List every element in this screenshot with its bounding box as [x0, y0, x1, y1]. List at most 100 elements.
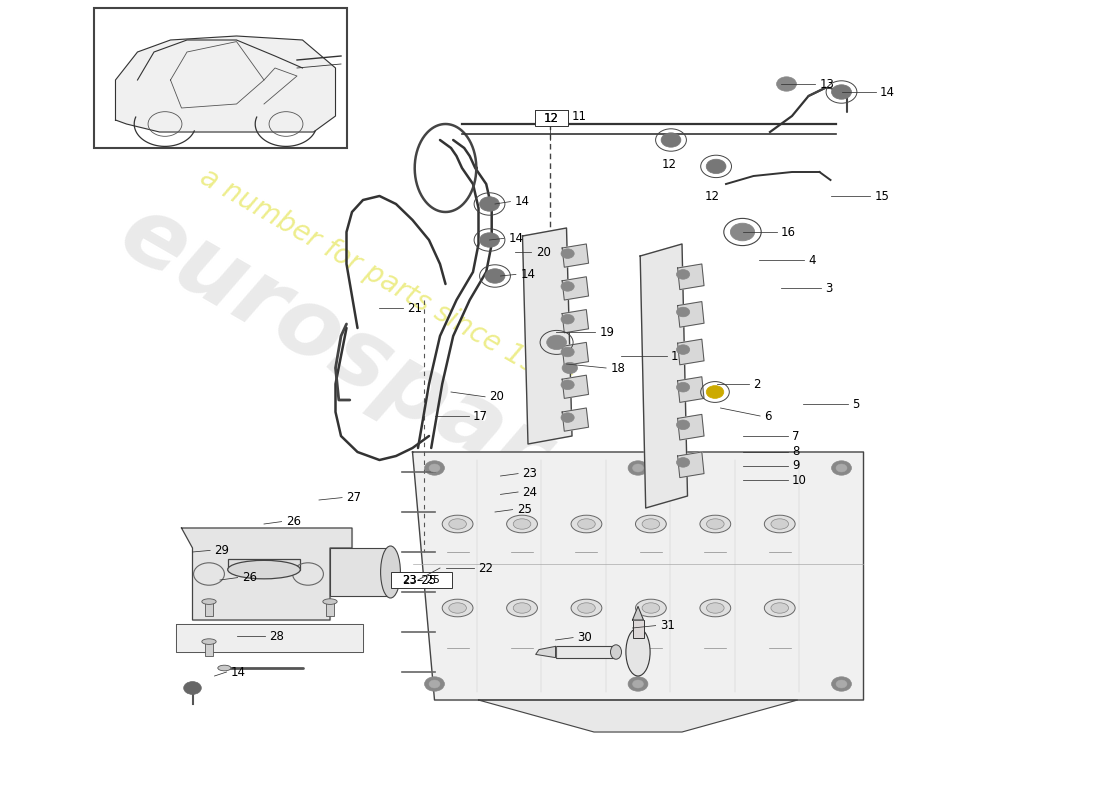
Polygon shape: [678, 452, 704, 478]
Polygon shape: [536, 646, 556, 658]
Circle shape: [730, 223, 755, 241]
Ellipse shape: [442, 599, 473, 617]
Ellipse shape: [771, 603, 789, 613]
Circle shape: [676, 307, 690, 317]
Ellipse shape: [571, 599, 602, 617]
Text: 9: 9: [792, 459, 800, 472]
Text: 26: 26: [242, 571, 257, 584]
Text: 22: 22: [478, 562, 494, 574]
Circle shape: [706, 159, 726, 174]
Ellipse shape: [202, 598, 216, 605]
Text: 23: 23: [522, 467, 538, 480]
Ellipse shape: [578, 518, 595, 529]
Circle shape: [777, 77, 796, 91]
Ellipse shape: [507, 515, 538, 533]
Circle shape: [832, 677, 851, 691]
Ellipse shape: [202, 638, 216, 645]
Polygon shape: [678, 264, 704, 290]
Ellipse shape: [700, 515, 730, 533]
Circle shape: [425, 461, 444, 475]
Circle shape: [429, 680, 440, 688]
Ellipse shape: [218, 666, 231, 670]
Text: 5: 5: [852, 398, 860, 410]
Ellipse shape: [642, 603, 660, 613]
Text: 14: 14: [231, 666, 246, 678]
Circle shape: [836, 680, 847, 688]
Ellipse shape: [642, 518, 660, 529]
Circle shape: [628, 677, 648, 691]
Polygon shape: [678, 377, 704, 402]
Text: 23 - 25: 23 - 25: [403, 575, 440, 585]
Text: 24: 24: [522, 486, 538, 498]
Text: 7: 7: [792, 430, 800, 442]
Text: 23-25: 23-25: [402, 574, 437, 586]
Circle shape: [561, 413, 574, 422]
Ellipse shape: [514, 603, 531, 613]
Text: 28: 28: [270, 630, 285, 642]
Polygon shape: [678, 414, 704, 440]
Ellipse shape: [228, 560, 300, 579]
Circle shape: [561, 249, 574, 258]
Text: 12: 12: [704, 190, 719, 202]
Ellipse shape: [706, 518, 724, 529]
Ellipse shape: [571, 515, 602, 533]
Text: 10: 10: [792, 474, 807, 486]
Ellipse shape: [626, 628, 650, 676]
Ellipse shape: [610, 645, 621, 659]
Circle shape: [628, 461, 648, 475]
Ellipse shape: [636, 599, 667, 617]
Text: 21: 21: [407, 302, 422, 314]
Text: 13: 13: [820, 78, 835, 90]
Bar: [205, 642, 213, 656]
Polygon shape: [116, 36, 336, 132]
Text: 29: 29: [214, 544, 230, 557]
Circle shape: [676, 382, 690, 392]
Polygon shape: [678, 339, 704, 365]
Polygon shape: [562, 244, 588, 267]
Circle shape: [561, 347, 574, 357]
Circle shape: [661, 133, 681, 147]
Circle shape: [836, 464, 847, 472]
Polygon shape: [176, 624, 363, 652]
Circle shape: [184, 682, 201, 694]
Text: 12: 12: [543, 112, 559, 125]
Ellipse shape: [323, 598, 338, 605]
Bar: [535, 110, 568, 126]
Text: 26: 26: [286, 515, 301, 528]
Text: 31: 31: [660, 619, 675, 632]
Polygon shape: [562, 408, 588, 431]
Polygon shape: [562, 375, 588, 398]
Text: 30: 30: [578, 631, 592, 644]
Bar: [330, 548, 390, 596]
Circle shape: [706, 386, 724, 398]
Text: 14: 14: [880, 86, 895, 98]
Circle shape: [480, 197, 499, 211]
Circle shape: [632, 464, 644, 472]
Text: 12: 12: [661, 158, 676, 170]
Text: 8: 8: [792, 446, 800, 458]
Polygon shape: [632, 606, 644, 620]
Bar: [556, 646, 616, 658]
Text: 6: 6: [764, 410, 772, 422]
Text: 12: 12: [543, 112, 559, 125]
Circle shape: [561, 282, 574, 291]
Text: 2: 2: [754, 378, 761, 390]
Text: 27: 27: [346, 491, 362, 504]
Polygon shape: [562, 310, 588, 333]
Ellipse shape: [578, 603, 595, 613]
Circle shape: [676, 345, 690, 354]
Circle shape: [832, 85, 851, 99]
Circle shape: [562, 362, 578, 374]
Circle shape: [676, 420, 690, 430]
Circle shape: [832, 461, 851, 475]
Ellipse shape: [636, 515, 667, 533]
Polygon shape: [478, 700, 798, 732]
Text: 15: 15: [874, 190, 890, 202]
Text: 16: 16: [781, 226, 796, 238]
Bar: [205, 602, 213, 616]
Text: 20: 20: [536, 246, 551, 258]
Ellipse shape: [514, 518, 531, 529]
Text: 1: 1: [671, 350, 679, 362]
Text: 17: 17: [473, 410, 488, 422]
Ellipse shape: [381, 546, 400, 598]
